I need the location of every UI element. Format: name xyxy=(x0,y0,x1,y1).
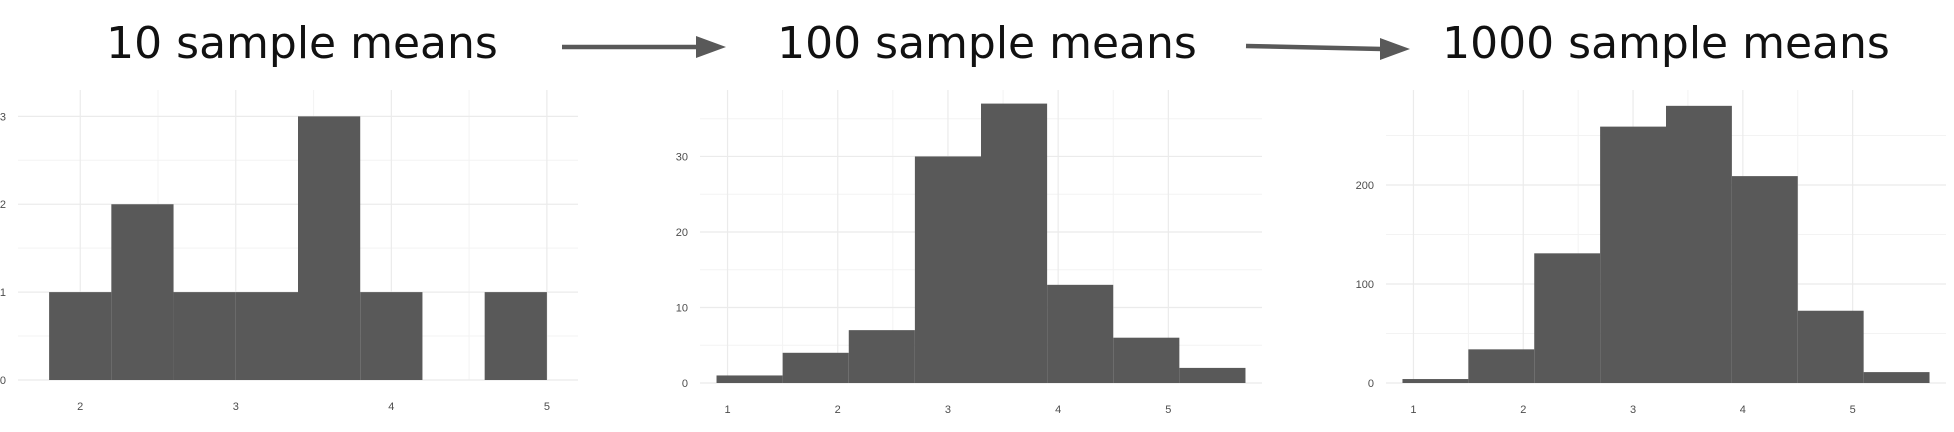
histogram-bar xyxy=(235,292,298,380)
histogram-bar xyxy=(1666,105,1732,384)
histogram-bar xyxy=(1113,337,1180,383)
y-tick-label: 30 xyxy=(676,151,688,163)
y-tick-label: 200 xyxy=(1356,180,1374,192)
x-tick-label: 4 xyxy=(388,401,394,413)
y-tick-label: 1 xyxy=(0,287,6,299)
histogram-bar xyxy=(848,330,915,383)
histogram-bar xyxy=(1047,284,1114,383)
chart-title-1000: 1000 sample means xyxy=(1442,18,1890,69)
y-tick-label: 0 xyxy=(1368,378,1374,390)
chart-title-100: 100 sample means xyxy=(777,18,1197,69)
x-tick-label: 4 xyxy=(1740,404,1746,416)
x-tick-label: 3 xyxy=(1630,404,1636,416)
histogram-bar xyxy=(1731,176,1798,383)
histogram-bar xyxy=(1179,367,1246,383)
y-tick-label: 20 xyxy=(676,227,688,239)
histogram-bar xyxy=(914,156,981,383)
histogram-bar xyxy=(1402,379,1469,383)
y-tick-label: 100 xyxy=(1356,279,1374,291)
histogram-bar xyxy=(1600,126,1666,383)
x-tick-label: 1 xyxy=(1410,404,1416,416)
x-tick-label: 5 xyxy=(1850,404,1856,416)
x-tick-label: 3 xyxy=(945,404,951,416)
x-tick-label: 1 xyxy=(724,404,730,416)
x-tick-label: 2 xyxy=(835,404,841,416)
chart-title-10: 10 sample means xyxy=(106,18,498,69)
histogram-bar xyxy=(1863,372,1930,383)
histogram-bar xyxy=(298,116,361,380)
x-tick-label: 2 xyxy=(1520,404,1526,416)
y-tick-label: 0 xyxy=(682,378,688,390)
x-tick-label: 3 xyxy=(233,401,239,413)
histogram-bar xyxy=(173,292,236,380)
y-tick-label: 0 xyxy=(0,375,6,387)
arrow-right-icon xyxy=(1245,38,1410,60)
histogram-bar xyxy=(782,352,849,383)
x-tick-label: 5 xyxy=(544,401,550,413)
histogram-bar xyxy=(716,375,783,383)
y-tick-label: 2 xyxy=(0,199,6,211)
x-tick-label: 4 xyxy=(1055,404,1061,416)
y-tick-label: 3 xyxy=(0,111,6,123)
histogram-bar xyxy=(49,292,112,380)
histogram-bar xyxy=(1797,310,1864,383)
histogram-bar xyxy=(981,103,1048,384)
arrow-right-icon xyxy=(562,36,726,58)
histogram-bar xyxy=(1468,349,1535,383)
histogram-bar xyxy=(1534,253,1601,383)
histogram-bar xyxy=(360,292,423,380)
x-tick-label: 2 xyxy=(77,401,83,413)
histogram-bar xyxy=(111,204,174,380)
x-tick-label: 5 xyxy=(1165,404,1171,416)
histogram-bar xyxy=(484,292,547,380)
y-tick-label: 10 xyxy=(676,302,688,314)
